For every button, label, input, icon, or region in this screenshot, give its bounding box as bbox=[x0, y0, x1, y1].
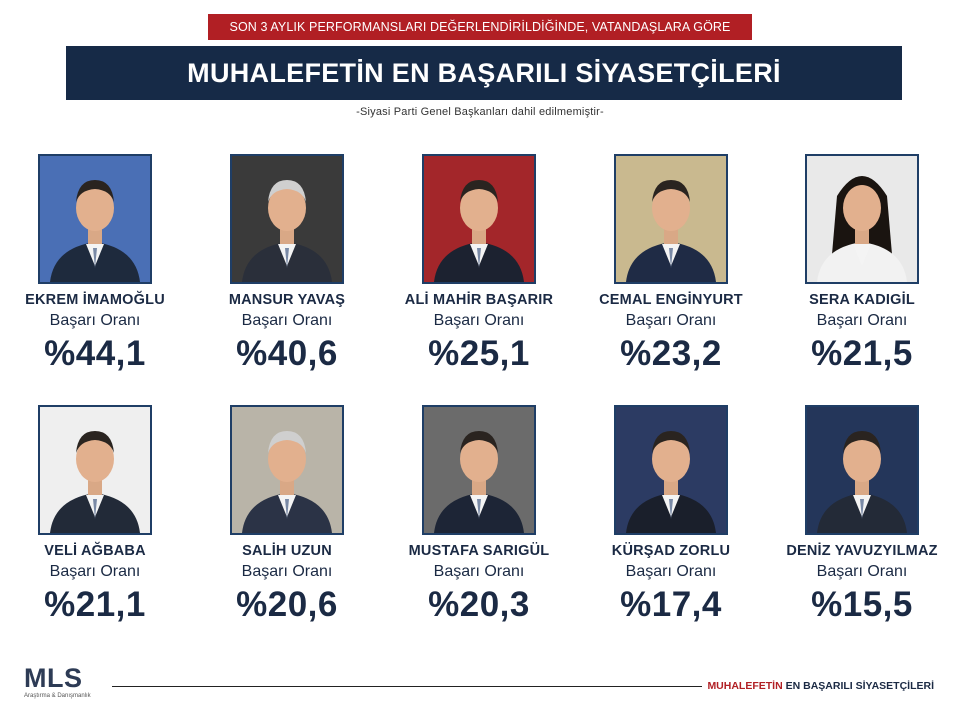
success-rate-value: %15,5 bbox=[811, 585, 913, 624]
success-rate-value: %23,2 bbox=[620, 334, 722, 373]
portrait-photo bbox=[230, 405, 344, 535]
success-rate-label: Başarı Oranı bbox=[625, 312, 717, 329]
top-banner: SON 3 AYLIK PERFORMANSLARI DEĞERLENDİRİL… bbox=[208, 14, 752, 40]
politician-name: ALİ MAHİR BAŞARIR bbox=[404, 292, 554, 308]
portrait-photo bbox=[38, 405, 152, 535]
politician-card: EKREM İMAMOĞLU Başarı Oranı %44,1 bbox=[0, 154, 190, 374]
portrait-photo bbox=[614, 405, 728, 535]
success-rate-value: %20,3 bbox=[428, 585, 530, 624]
portrait-photo bbox=[805, 405, 919, 535]
portrait-photo bbox=[230, 154, 344, 284]
portrait-photo bbox=[422, 154, 536, 284]
politician-card: SALİH UZUN Başarı Oranı %20,6 bbox=[192, 405, 382, 625]
politician-name: DENİZ YAVUZYILMAZ bbox=[786, 543, 938, 559]
politician-name: SERA KADIGİL bbox=[809, 292, 915, 308]
portrait-photo bbox=[805, 154, 919, 284]
logo-text: MLS bbox=[24, 663, 83, 693]
success-rate-label: Başarı Oranı bbox=[49, 563, 141, 580]
success-rate-label: Başarı Oranı bbox=[625, 563, 717, 580]
politician-card: KÜRŞAD ZORLU Başarı Oranı %17,4 bbox=[576, 405, 766, 625]
success-rate-value: %25,1 bbox=[428, 334, 530, 373]
title-bar: MUHALEFETİN EN BAŞARILI SİYASETÇİLERİ bbox=[66, 46, 902, 100]
footer-caption-rest: EN BAŞARILI SİYASETÇİLERİ bbox=[782, 680, 934, 692]
politician-card: DENİZ YAVUZYILMAZ Başarı Oranı %15,5 bbox=[767, 405, 957, 625]
success-rate-label: Başarı Oranı bbox=[816, 312, 908, 329]
politician-name: MUSTAFA SARIGÜL bbox=[408, 543, 550, 559]
logo-subtext: Araştırma & Danışmanlık bbox=[24, 693, 91, 699]
politician-name: SALİH UZUN bbox=[242, 543, 332, 559]
success-rate-value: %17,4 bbox=[620, 585, 722, 624]
success-rate-label: Başarı Oranı bbox=[49, 312, 141, 329]
politician-name: CEMAL ENGİNYURT bbox=[599, 292, 743, 308]
portrait-photo bbox=[614, 154, 728, 284]
politician-card: MUSTAFA SARIGÜL Başarı Oranı %20,3 bbox=[384, 405, 574, 625]
success-rate-value: %21,5 bbox=[811, 334, 913, 373]
success-rate-value: %21,1 bbox=[44, 585, 146, 624]
success-rate-label: Başarı Oranı bbox=[433, 563, 525, 580]
success-rate-label: Başarı Oranı bbox=[241, 563, 333, 580]
footer-caption: MUHALEFETİN EN BAŞARILI SİYASETÇİLERİ bbox=[707, 680, 934, 692]
success-rate-label: Başarı Oranı bbox=[433, 312, 525, 329]
portrait-photo bbox=[38, 154, 152, 284]
page-title: MUHALEFETİN EN BAŞARILI SİYASETÇİLERİ bbox=[187, 58, 781, 88]
politician-card: MANSUR YAVAŞ Başarı Oranı %40,6 bbox=[192, 154, 382, 374]
politician-name: MANSUR YAVAŞ bbox=[228, 292, 346, 308]
politician-name: VELİ AĞBABA bbox=[44, 543, 146, 559]
success-rate-label: Başarı Oranı bbox=[241, 312, 333, 329]
politician-card: CEMAL ENGİNYURT Başarı Oranı %23,2 bbox=[576, 154, 766, 374]
success-rate-value: %40,6 bbox=[236, 334, 338, 373]
footer-caption-red: MUHALEFETİN bbox=[707, 680, 783, 692]
politician-card: SERA KADIGİL Başarı Oranı %21,5 bbox=[767, 154, 957, 374]
politician-name: EKREM İMAMOĞLU bbox=[25, 292, 165, 308]
footer-divider bbox=[112, 686, 702, 687]
politician-card: VELİ AĞBABA Başarı Oranı %21,1 bbox=[0, 405, 190, 625]
subtitle: -Siyasi Parti Genel Başkanları dahil edi… bbox=[356, 106, 604, 118]
mls-logo: MLS Araştırma & Danışmanlık bbox=[24, 664, 104, 699]
success-rate-value: %20,6 bbox=[236, 585, 338, 624]
success-rate-label: Başarı Oranı bbox=[816, 563, 908, 580]
politician-name: KÜRŞAD ZORLU bbox=[611, 543, 731, 559]
success-rate-value: %44,1 bbox=[44, 334, 146, 373]
portrait-photo bbox=[422, 405, 536, 535]
politician-card: ALİ MAHİR BAŞARIR Başarı Oranı %25,1 bbox=[384, 154, 574, 374]
